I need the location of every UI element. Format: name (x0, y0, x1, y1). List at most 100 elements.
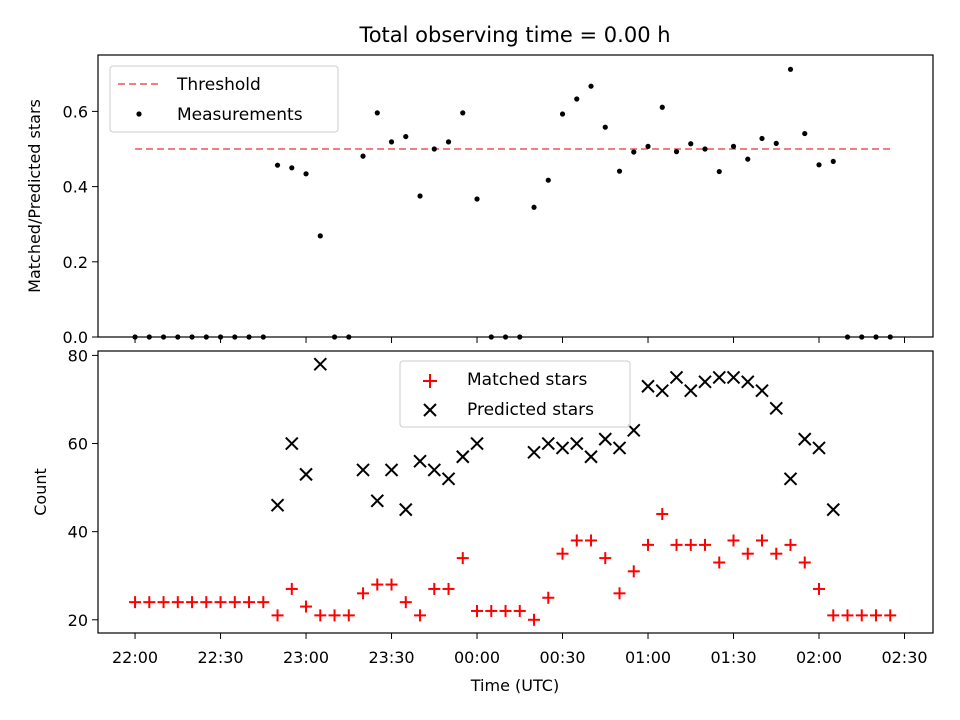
predicted-star-stroke (527, 445, 541, 460)
matched-star-point (414, 609, 427, 622)
matched-star-point (684, 538, 697, 551)
predicted-star-point (655, 383, 669, 398)
count-x-tick-label: 22:00 (112, 648, 158, 667)
predicted-star-stroke (612, 441, 627, 455)
measurement-point (673, 149, 680, 155)
predicted-star-stroke (669, 370, 684, 385)
predicted-star-stroke (627, 423, 641, 438)
matched-star-point (171, 596, 184, 609)
ratio-y-tick-label: 0.0 (63, 328, 88, 347)
predicted-star-stroke (370, 494, 384, 508)
matched-star-point (399, 596, 412, 609)
matched-star-point (827, 609, 840, 622)
measurement-point (303, 171, 309, 177)
matched-star-point (157, 596, 170, 609)
measurement-point (360, 153, 366, 159)
matched-star-point (456, 552, 469, 565)
matched-star-point (300, 600, 313, 613)
matched-star-point (884, 609, 897, 622)
matched-star-point (585, 534, 598, 547)
predicted-star-point (669, 370, 684, 385)
matched-star-point (770, 547, 783, 560)
predicted-star-stroke (356, 463, 370, 477)
matched-star-point (656, 508, 669, 521)
matched-star-point (285, 582, 298, 595)
predicted-star-stroke (769, 401, 783, 415)
predicted-star-point (798, 432, 812, 446)
measurement-point (460, 110, 466, 116)
measurement-point (787, 66, 794, 72)
legend-threshold-label: Threshold (176, 75, 261, 95)
predicted-star-stroke (783, 472, 798, 486)
matched-star-point (556, 547, 569, 560)
matched-star-point (342, 609, 355, 622)
measurement-point (802, 130, 808, 137)
predicted-star-point (541, 436, 555, 451)
predicted-star-point (712, 370, 726, 385)
matched-star-point (357, 587, 370, 600)
measurement-point (388, 139, 395, 145)
predicted-star-stroke (470, 436, 484, 451)
matched-star-point (228, 596, 241, 609)
ratio-legend: Threshold Measurements (109, 65, 339, 133)
measurement-point (659, 104, 665, 110)
predicted-star-point (812, 441, 826, 455)
matched-star-point (528, 613, 541, 626)
measurement-point (702, 146, 708, 152)
predicted-star-stroke (427, 463, 441, 477)
predicted-star-point (313, 357, 327, 371)
measurement-point (317, 233, 323, 239)
ratio-y-tick-label: 0.4 (63, 178, 88, 197)
predicted-star-point (470, 436, 484, 451)
measurement-point (445, 139, 452, 145)
count-x-tick-label: 01:00 (625, 648, 671, 667)
matched-star-point (257, 596, 270, 609)
predicted-star-stroke (413, 454, 427, 468)
measurement-point (616, 168, 623, 174)
predicted-star-stroke (584, 450, 598, 464)
predicted-star-stroke (313, 357, 327, 371)
predicted-star-point (555, 441, 570, 455)
matched-star-point (513, 604, 526, 617)
matched-star-point (314, 609, 327, 622)
measurement-point (289, 165, 295, 171)
matched-star-point (642, 538, 655, 551)
chart-title: Total observing time = 0.00 h (358, 23, 670, 47)
predicted-star-point (370, 494, 384, 508)
predicted-star-stroke (684, 383, 698, 398)
matched-star-point (542, 591, 555, 604)
measurement-point (374, 110, 380, 116)
predicted-star-point (769, 401, 783, 415)
measurement-point (574, 96, 580, 102)
matched-star-point (143, 596, 156, 609)
predicted-star-point (598, 432, 612, 446)
matched-star-point (756, 534, 769, 547)
measurement-point (474, 196, 480, 202)
ratio-panel: 0.0 0.2 0.4 0.6 Matched/Predicted stars Thr… (25, 54, 934, 347)
measurement-point (403, 133, 409, 140)
matched-star-point (813, 582, 826, 595)
matched-star-point (385, 578, 398, 591)
predicted-star-point (285, 436, 299, 451)
count-y-axis-title: Count (31, 468, 50, 516)
predicted-star-point (641, 379, 655, 393)
measurement-point (417, 193, 423, 199)
measurement-point (816, 162, 822, 168)
predicted-star-stroke (456, 450, 470, 464)
count-x-tick-label: 00:00 (454, 648, 500, 667)
predicted-star-point (299, 467, 313, 482)
count-x-tick-label: 22:30 (197, 648, 243, 667)
matched-star-point (129, 596, 142, 609)
legend-measurements-swatch (136, 111, 142, 117)
matched-star-point (870, 609, 883, 622)
matched-star-point (214, 596, 227, 609)
count-marks (129, 357, 897, 626)
predicted-star-point (527, 445, 541, 460)
predicted-star-point (612, 441, 627, 455)
measurement-point (602, 124, 608, 130)
predicted-star-stroke (698, 375, 712, 389)
predicted-star-point (570, 436, 584, 451)
predicted-star-point (783, 472, 798, 486)
measurement-point (431, 146, 437, 152)
count-axes-frame (97, 350, 934, 634)
